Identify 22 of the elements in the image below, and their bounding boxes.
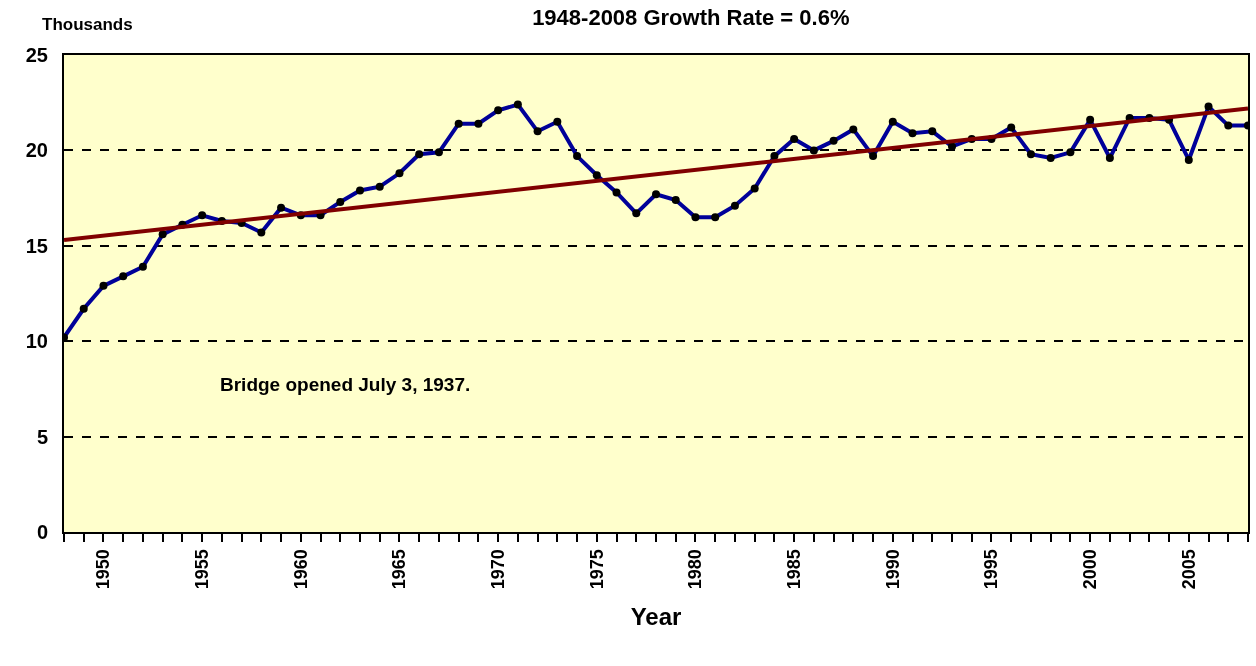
x-axis-title: Year xyxy=(630,603,682,631)
x-tick-label: 1960 xyxy=(290,549,311,590)
x-tick-label: 1965 xyxy=(389,549,410,590)
x-tick-label: 1985 xyxy=(783,549,804,590)
x-tick-label: 1970 xyxy=(487,549,508,590)
y-tick-label: 0 xyxy=(36,521,48,543)
x-tick-label: 1955 xyxy=(191,549,212,590)
x-tick-label: 1975 xyxy=(586,549,607,590)
y-tick-label: 15 xyxy=(25,234,48,257)
x-tick-label: 1995 xyxy=(981,549,1002,590)
y-tick-label: 5 xyxy=(36,425,48,448)
y-axis-title: Thousands xyxy=(42,15,133,34)
x-tick-label: 1980 xyxy=(685,549,706,590)
y-tick-label: 20 xyxy=(25,139,48,162)
x-tick-label: 2005 xyxy=(1178,549,1199,590)
y-tick-label: 10 xyxy=(25,330,48,353)
x-tick-label: 1950 xyxy=(93,549,114,590)
x-tick-label: 1990 xyxy=(882,549,903,590)
y-tick-label: 25 xyxy=(25,44,48,66)
chart-title: 1948-2008 Growth Rate = 0.6% xyxy=(532,5,850,31)
annotation: Bridge opened July 3, 1937. xyxy=(220,374,471,395)
x-tick-label: 2000 xyxy=(1079,549,1100,590)
